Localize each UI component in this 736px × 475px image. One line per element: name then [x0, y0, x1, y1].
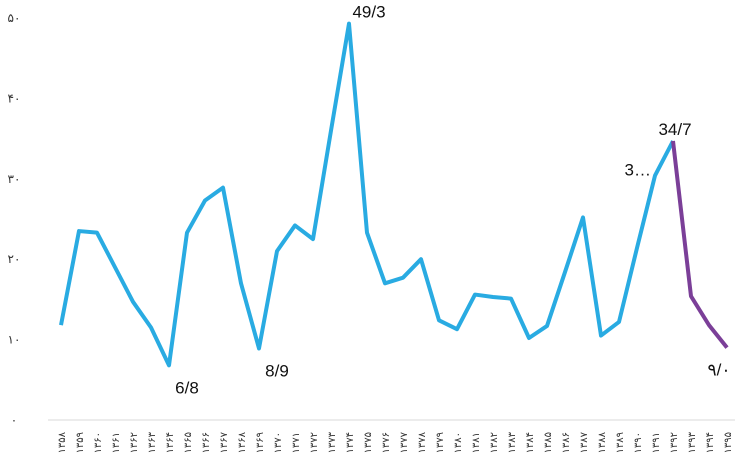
x-tick-label: ۱۳۷۶ — [381, 432, 392, 453]
x-tick-label: ۱۳۷۷ — [399, 431, 410, 453]
data-line — [59, 21, 675, 368]
x-tick-label: ۱۳۸۲ — [489, 432, 500, 453]
x-tick-label: ۱۳۶۶ — [201, 432, 212, 453]
x-tick-label: ۱۳۷۵ — [363, 432, 374, 453]
x-tick-label: ۱۳۹۲ — [669, 432, 680, 453]
data-label: 3… — [625, 161, 651, 180]
y-tick-label: ۰ — [11, 413, 17, 427]
x-tick-label: ۱۳۶۰ — [93, 432, 104, 453]
y-tick-label: ۲۰ — [8, 252, 21, 266]
x-tick-label: ۱۳۹۰ — [633, 432, 644, 453]
x-tick-label: ۱۳۹۱ — [651, 432, 662, 453]
x-tick-label: ۱۳۶۴ — [165, 432, 176, 453]
y-tick-label: ۴۰ — [8, 91, 21, 105]
x-tick-label: ۱۳۸۳ — [507, 431, 518, 453]
x-tick-label: ۱۳۵۹ — [75, 432, 86, 453]
data-label: ۹/۰ — [708, 361, 731, 380]
x-tick-label: ۱۳۶۸ — [237, 431, 248, 453]
x-tick-label: ۱۳۹۵ — [723, 432, 734, 453]
x-tick-label: ۱۳۶۱ — [111, 432, 122, 453]
x-tick-label: ۱۳۶۳ — [147, 431, 158, 453]
x-tick-label: ۱۳۸۰ — [453, 432, 464, 453]
x-tick-label: ۱۳۸۸ — [597, 431, 608, 453]
x-tick-label: ۱۳۶۷ — [219, 431, 230, 453]
x-tick-label: ۱۳۸۷ — [579, 431, 590, 453]
y-tick-label: ۳۰ — [8, 172, 21, 186]
data-label: 49/3 — [352, 3, 385, 22]
x-tick-label: ۱۳۷۴ — [345, 432, 356, 453]
x-tick-label: ۱۳۹۴ — [705, 432, 716, 453]
x-tick-label: ۱۳۷۹ — [435, 432, 446, 453]
x-tick-label: ۱۳۸۹ — [615, 432, 626, 453]
x-tick-label: ۱۳۵۸ — [57, 431, 68, 453]
data-line — [671, 140, 729, 349]
x-tick-label: ۱۳۸۱ — [471, 432, 482, 453]
x-tick-label: ۱۳۹۳ — [687, 431, 698, 453]
data-label: 34/7 — [658, 120, 691, 139]
x-tick-label: ۱۳۷۲ — [309, 432, 320, 453]
x-tick-label: ۱۳۶۹ — [255, 432, 266, 453]
y-tick-label: ۱۰ — [8, 333, 21, 347]
x-tick-label: ۱۳۸۵ — [543, 432, 554, 453]
x-tick-label: ۱۳۶۲ — [129, 432, 140, 453]
x-tick-label: ۱۳۷۱ — [291, 432, 302, 453]
data-label: 8/9 — [265, 361, 289, 380]
x-tick-label: ۱۳۶۵ — [183, 432, 194, 453]
y-tick-label: ۵۰ — [8, 11, 21, 25]
x-tick-label: ۱۳۷۳ — [327, 431, 338, 453]
x-tick-label: ۱۳۷۸ — [417, 431, 428, 453]
data-label: 6/8 — [175, 378, 199, 397]
x-tick-label: ۱۳۸۶ — [561, 432, 572, 453]
x-tick-label: ۱۳۷۰ — [273, 432, 284, 453]
x-tick-label: ۱۳۸۴ — [525, 432, 536, 453]
